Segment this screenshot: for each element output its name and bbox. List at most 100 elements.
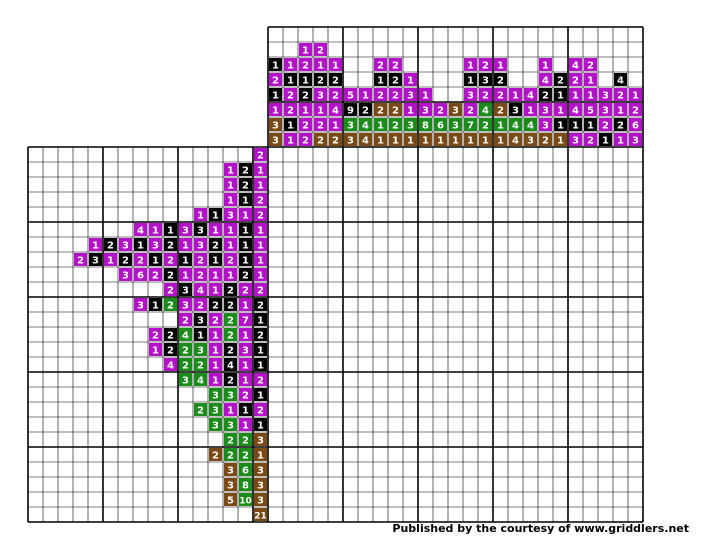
column-clue: 1	[557, 136, 564, 147]
row-clue-fill	[239, 478, 252, 491]
row-clue: 1	[182, 256, 189, 267]
row-clue: 1	[242, 421, 249, 432]
row-clue-fill	[254, 373, 267, 386]
column-clue: 4	[572, 61, 579, 72]
row-clue-fill	[239, 343, 252, 356]
row-clue: 2	[212, 241, 219, 252]
row-clue-fill	[224, 223, 237, 236]
column-clue: 1	[407, 106, 414, 117]
row-clue-fill	[224, 493, 237, 506]
row-clue: 1	[212, 286, 219, 297]
row-clue: 2	[182, 316, 189, 327]
row-clue: 3	[197, 316, 204, 327]
row-clue-fill	[119, 268, 132, 281]
row-clue: 1	[212, 331, 219, 342]
column-clue: 2	[617, 121, 624, 132]
column-clue: 1	[287, 136, 294, 147]
column-clue-fill	[584, 73, 597, 86]
column-clue: 4	[527, 91, 534, 102]
column-clue-fill	[494, 118, 507, 131]
column-clue-fill	[374, 118, 387, 131]
puzzle-grid-background[interactable]	[268, 147, 643, 522]
row-clue-fill	[209, 358, 222, 371]
row-clue: 1	[257, 271, 264, 282]
row-clue: 1	[242, 256, 249, 267]
row-clue: 2	[242, 391, 249, 402]
row-clue-fill	[209, 343, 222, 356]
column-clue: 1	[617, 136, 624, 147]
column-clue-fill	[314, 103, 327, 116]
row-clue-fill	[149, 223, 162, 236]
row-clue-fill	[254, 328, 267, 341]
row-clue: 1	[167, 226, 174, 237]
column-clue-fill	[419, 103, 432, 116]
row-clue: 3	[257, 436, 264, 447]
row-clue: 3	[212, 391, 219, 402]
column-clue-fill	[284, 73, 297, 86]
row-clue-fill	[164, 238, 177, 251]
column-clue: 1	[407, 76, 414, 87]
row-clue: 3	[152, 241, 159, 252]
row-clue-fill	[239, 388, 252, 401]
row-clue-fill	[149, 328, 162, 341]
row-clue-fill	[89, 253, 102, 266]
column-clue: 4	[512, 136, 519, 147]
column-clue: 3	[347, 121, 354, 132]
column-clue: 1	[362, 91, 369, 102]
column-clue: 1	[557, 106, 564, 117]
column-clue-fill	[389, 88, 402, 101]
column-clue: 4	[512, 121, 519, 132]
column-clue-fill	[494, 58, 507, 71]
column-clue-fill	[329, 58, 342, 71]
row-clue-fill	[164, 283, 177, 296]
row-clue: 3	[227, 211, 234, 222]
column-clue-fill	[539, 58, 552, 71]
row-clue: 1	[212, 361, 219, 372]
row-clue-fill	[254, 358, 267, 371]
column-clue: 1	[632, 91, 639, 102]
column-clue: 2	[362, 106, 369, 117]
row-clue-fill	[254, 298, 267, 311]
row-clue: 2	[227, 376, 234, 387]
row-clue: 3	[212, 421, 219, 432]
row-clue: 7	[242, 316, 249, 327]
column-clue-fill	[329, 118, 342, 131]
row-clue: 1	[242, 361, 249, 372]
row-clue-fill	[164, 223, 177, 236]
row-clue: 3	[257, 496, 264, 507]
column-clue: 3	[452, 106, 459, 117]
column-clue: 3	[317, 91, 324, 102]
row-clue-fill	[224, 208, 237, 221]
column-clue: 1	[572, 91, 579, 102]
column-clue: 5	[347, 91, 354, 102]
puzzle-grid[interactable]	[267, 146, 644, 523]
row-clue-fill	[239, 448, 252, 461]
column-clue-fill	[569, 118, 582, 131]
column-clue: 2	[377, 91, 384, 102]
column-clue: 6	[437, 121, 444, 132]
row-clue: 2	[227, 256, 234, 267]
row-clue: 1	[197, 211, 204, 222]
row-clue-fill	[164, 298, 177, 311]
row-clue: 1	[242, 406, 249, 417]
column-clue-fill	[569, 103, 582, 116]
row-clue: 2	[227, 286, 234, 297]
row-clue: 2	[242, 166, 249, 177]
row-clue: 3	[197, 226, 204, 237]
column-clue: 2	[392, 61, 399, 72]
row-clue-fill	[254, 208, 267, 221]
column-clue-fill	[554, 73, 567, 86]
column-clue-fill	[584, 133, 597, 146]
row-clue-fill	[254, 508, 267, 521]
column-clue-fill	[314, 118, 327, 131]
column-clue-fill	[569, 88, 582, 101]
column-clue: 1	[587, 76, 594, 87]
column-clue: 2	[437, 106, 444, 117]
row-clue-fill	[254, 223, 267, 236]
column-clue: 3	[482, 76, 489, 87]
row-clue: 1	[92, 241, 99, 252]
row-clue-fill	[164, 328, 177, 341]
row-clue-fill	[209, 223, 222, 236]
row-clue-fill	[254, 478, 267, 491]
row-clue-fill	[239, 178, 252, 191]
